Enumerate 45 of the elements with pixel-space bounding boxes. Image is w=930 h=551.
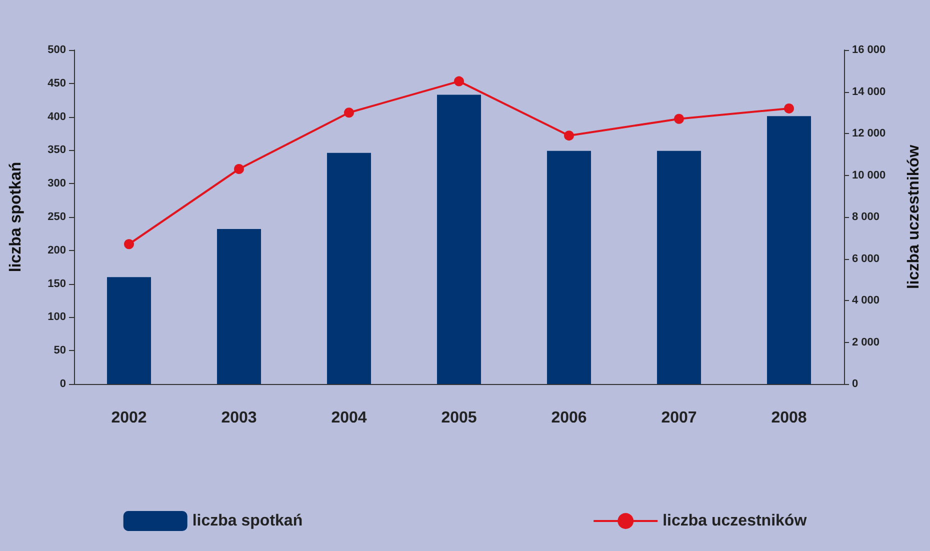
y2-tick-label: 14 000 xyxy=(852,86,886,98)
legend-label: liczba spotkań xyxy=(192,512,303,530)
y2-tick-label: 2 000 xyxy=(852,336,880,348)
y-tick-label: 500 xyxy=(48,44,66,56)
y-tick-label: 400 xyxy=(48,110,66,123)
x-tick-label: 2004 xyxy=(331,410,367,426)
y2-tick-label: 10 000 xyxy=(852,169,886,182)
y2-tick-label: 0 xyxy=(852,378,858,390)
y2-tick-label: 6 000 xyxy=(852,252,880,265)
bar xyxy=(327,152,371,384)
point xyxy=(234,164,244,174)
y2-tick-label: 16 000 xyxy=(852,44,886,56)
y-axis-title: liczba spotkań xyxy=(8,162,24,272)
y-tick-label: 0 xyxy=(60,378,66,390)
y2-tick-label: 8 000 xyxy=(852,211,880,223)
y-tick-label: 100 xyxy=(48,311,66,324)
y-tick-label: 350 xyxy=(48,144,66,156)
y-tick-label: 450 xyxy=(48,77,66,90)
x-tick-label: 2003 xyxy=(221,410,257,426)
x-tick-label: 2008 xyxy=(771,410,807,426)
point xyxy=(784,103,794,114)
y-tick-label: 50 xyxy=(54,344,66,357)
y-tick-label: 200 xyxy=(48,244,66,256)
point xyxy=(124,239,134,250)
point xyxy=(674,114,684,124)
point xyxy=(564,130,574,141)
bar xyxy=(657,150,701,384)
bar xyxy=(217,229,261,384)
bar xyxy=(547,150,591,384)
x-tick-label: 2007 xyxy=(661,410,697,426)
y-tick-label: 250 xyxy=(48,211,66,223)
bar xyxy=(767,116,811,384)
bar xyxy=(437,94,481,384)
bar xyxy=(107,277,151,384)
x-tick-label: 2006 xyxy=(551,410,587,426)
y2-tick-label: 4 000 xyxy=(852,294,880,306)
y2-tick-label: 12 000 xyxy=(852,128,886,140)
y2-axis-title: liczba uczestników xyxy=(906,144,922,290)
point xyxy=(344,108,354,118)
point xyxy=(454,76,464,86)
legend-label: liczba uczestników xyxy=(662,512,808,530)
x-tick-label: 2002 xyxy=(111,410,147,426)
y-tick-label: 150 xyxy=(48,278,66,290)
y-tick-label: 300 xyxy=(48,178,66,190)
x-tick-label: 2005 xyxy=(441,410,477,426)
